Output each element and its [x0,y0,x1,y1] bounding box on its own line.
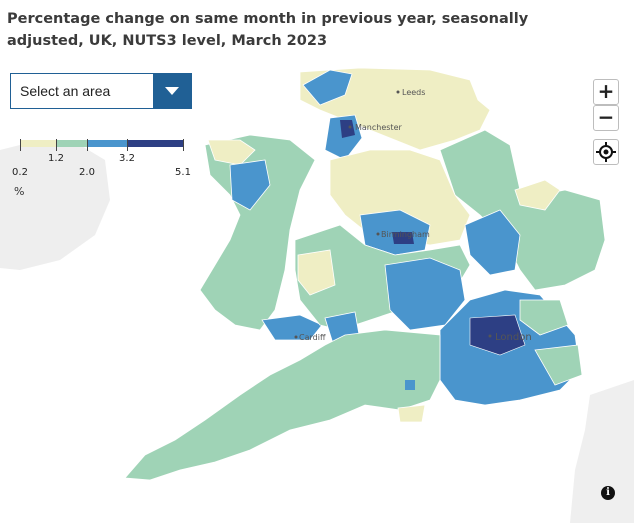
city-label-cardiff: Cardiff [299,333,326,342]
legend-label-min: 0.2 [12,167,28,178]
city-label-birmingham: Birmingham [381,230,430,239]
legend-label: 1.2 [48,153,64,164]
region-essex-south[interactable] [519,299,569,336]
legend-swatch-1 [20,140,56,147]
region-gwynedd[interactable] [229,159,271,211]
region-cumbria[interactable] [302,69,353,106]
region-norfolk[interactable] [514,179,561,211]
region-wales[interactable] [199,134,316,331]
city-label-leeds: Leeds [402,88,425,97]
legend-tick [20,139,21,151]
france-land [570,380,634,523]
chart-title: Percentage change on same month in previ… [7,11,529,49]
city-label-london: London [495,332,532,343]
legend-tick [56,139,57,151]
legend-unit: % [14,185,25,198]
legend-swatch-2 [56,140,87,147]
legend-tick [183,139,184,151]
zoom-in-button[interactable]: + [593,79,619,105]
region-kent[interactable] [534,344,583,386]
crosshair-icon [596,142,616,162]
zoom-out-button[interactable]: − [593,105,619,131]
region-manchester-core[interactable] [340,120,355,138]
legend-tick [127,139,128,151]
region-isle-of-wight[interactable] [397,404,426,423]
region-anglesey[interactable] [207,139,256,166]
region-london[interactable] [469,314,526,356]
legend-label: 3.2 [119,153,135,164]
region-cardiff-area[interactable] [261,314,323,341]
map[interactable]: Leeds Manchester Birmingham Cardiff Lond… [0,62,634,523]
legend-swatch-3 [87,140,127,147]
ireland-land [0,140,110,270]
legend-label-max: 5.1 [175,167,191,178]
area-select[interactable]: Select an area [10,73,192,109]
region-herefordshire[interactable] [297,249,336,296]
legend: 0.2 1.2 2.0 3.2 5.1 % [10,137,191,198]
map-canvas[interactable]: Leeds Manchester Birmingham Cardiff Lond… [0,62,634,523]
region-cambridge[interactable] [464,209,521,276]
info-icon[interactable]: i [601,486,615,500]
region-oxford-area[interactable] [384,257,466,331]
legend-label: 2.0 [79,167,95,178]
city-label-manchester: Manchester [355,123,402,132]
legend-swatch-4 [127,140,183,147]
legend-tick [87,139,88,151]
chevron-down-icon[interactable] [153,74,191,108]
area-select-label: Select an area [20,83,111,99]
region-dorset-spot[interactable] [405,380,415,390]
region-birmingham-core[interactable] [392,232,414,244]
locate-button[interactable] [593,139,619,165]
region-south-west[interactable] [124,329,441,481]
